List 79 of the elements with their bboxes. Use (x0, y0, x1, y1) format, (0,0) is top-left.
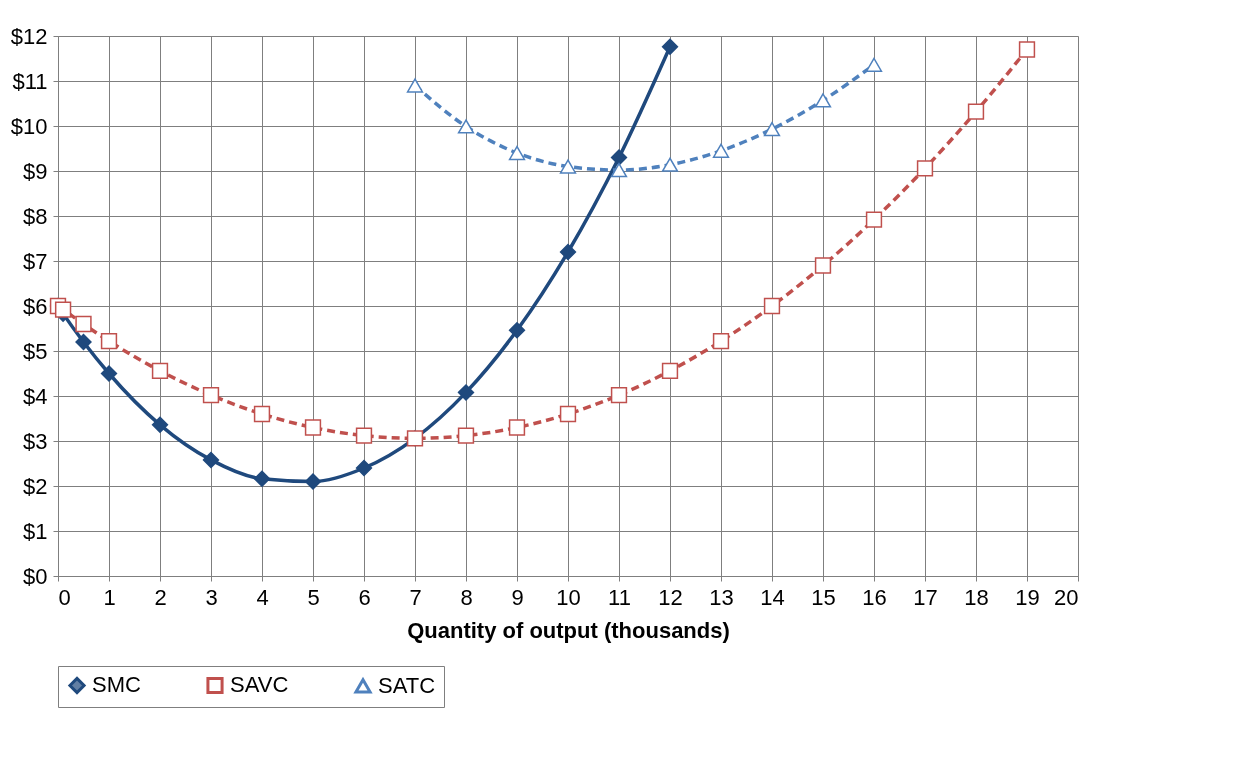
x-tick-label: 20 (1054, 584, 1079, 610)
point (508, 322, 526, 339)
y-tick-label: $5 (23, 338, 48, 364)
point (355, 459, 373, 477)
point (54, 301, 72, 318)
point (304, 473, 322, 490)
point (661, 157, 679, 172)
point (1018, 41, 1036, 58)
x-tick-label: 2 (154, 584, 167, 610)
x-tick-label: 12 (658, 584, 683, 610)
y-tick-label: $2 (23, 473, 48, 499)
y-tick-label: $4 (23, 383, 48, 409)
x-tick-label: 7 (409, 584, 422, 610)
point (75, 315, 92, 333)
point (100, 332, 118, 350)
x-tick-label: 3 (205, 584, 218, 610)
x-tick-label: 15 (811, 584, 836, 610)
y-tick-label: $1 (23, 518, 48, 544)
point (75, 333, 92, 351)
y-tick-label: $12 (10, 23, 48, 49)
point (100, 365, 118, 382)
y-tick-label: $8 (23, 203, 48, 229)
point (457, 427, 475, 444)
x-tick-label: 11 (608, 584, 631, 610)
point (814, 257, 832, 274)
point (865, 57, 883, 72)
x-tick-label: 17 (913, 584, 938, 610)
y-tick-label: $11 (12, 68, 48, 94)
point (610, 386, 628, 404)
x-tick-label: 10 (556, 584, 581, 610)
x-tick-label: 0 (58, 584, 71, 610)
point (559, 243, 577, 261)
point (457, 384, 475, 401)
x-tick-label: 18 (964, 584, 989, 610)
x-tick-label: 4 (256, 584, 269, 610)
y-tick-label: $3 (23, 428, 48, 454)
point (916, 160, 934, 177)
point (508, 419, 526, 436)
point (355, 427, 373, 444)
point (202, 451, 220, 469)
x-tick-label: 19 (1015, 584, 1040, 610)
x-tick-label: 8 (460, 584, 473, 610)
point (253, 405, 271, 423)
point (865, 211, 883, 228)
point (763, 121, 781, 137)
point (967, 103, 985, 120)
x-axis-title: Quantity of output (thousands) (407, 617, 730, 643)
point (151, 416, 169, 433)
x-tick-label: 5 (307, 584, 320, 610)
point (457, 119, 475, 134)
legend-label: SATC (378, 672, 436, 698)
legend-label: SMC (92, 672, 141, 698)
y-tick-label: $10 (10, 113, 48, 139)
point (661, 38, 679, 55)
point (712, 143, 730, 158)
y-tick-label: $7 (23, 248, 48, 274)
point (610, 162, 628, 178)
point (508, 145, 526, 161)
legend-label: SAVC (230, 672, 289, 698)
point (712, 332, 730, 350)
y-tick-label: $6 (23, 293, 48, 319)
x-tick-label: 6 (358, 584, 371, 610)
point (661, 362, 679, 379)
point (763, 297, 781, 315)
point (304, 419, 322, 436)
x-tick-label: 16 (862, 584, 887, 610)
x-tick-label: 9 (511, 584, 524, 610)
x-tick-label: 1 (103, 584, 116, 610)
point (406, 78, 424, 93)
y-tick-label: $0 (23, 563, 48, 589)
point (202, 386, 220, 404)
point (559, 405, 577, 423)
x-tick-label: 14 (760, 584, 785, 610)
x-tick-label: 13 (709, 584, 734, 610)
point (559, 159, 577, 174)
point (151, 362, 169, 379)
point (253, 470, 271, 487)
point (814, 93, 832, 108)
y-tick-label: $9 (23, 158, 48, 184)
